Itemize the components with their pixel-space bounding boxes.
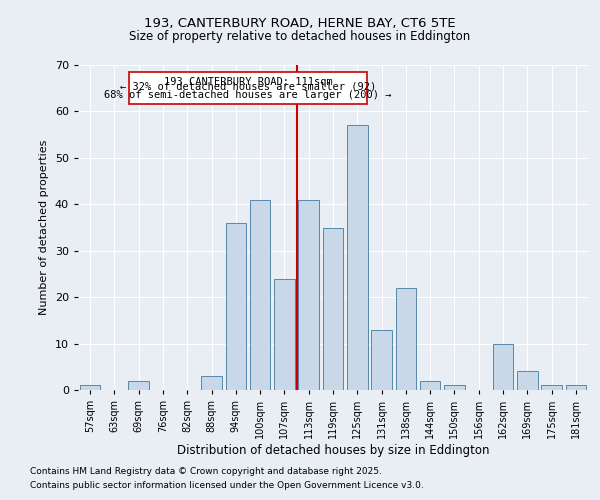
- Bar: [226, 223, 246, 390]
- Bar: [298, 200, 319, 390]
- Bar: [128, 380, 149, 390]
- Bar: [493, 344, 514, 390]
- Bar: [541, 386, 562, 390]
- Bar: [420, 380, 440, 390]
- Bar: [80, 386, 100, 390]
- Text: Size of property relative to detached houses in Eddington: Size of property relative to detached ho…: [130, 30, 470, 43]
- Bar: [347, 126, 368, 390]
- Text: Contains HM Land Registry data © Crown copyright and database right 2025.: Contains HM Land Registry data © Crown c…: [30, 467, 382, 476]
- Bar: [566, 386, 586, 390]
- Bar: [444, 386, 465, 390]
- Bar: [517, 372, 538, 390]
- Bar: [395, 288, 416, 390]
- X-axis label: Distribution of detached houses by size in Eddington: Distribution of detached houses by size …: [177, 444, 489, 457]
- Y-axis label: Number of detached properties: Number of detached properties: [39, 140, 49, 315]
- Text: ← 32% of detached houses are smaller (92): ← 32% of detached houses are smaller (92…: [120, 82, 376, 92]
- Text: 193, CANTERBURY ROAD, HERNE BAY, CT6 5TE: 193, CANTERBURY ROAD, HERNE BAY, CT6 5TE: [144, 18, 456, 30]
- Text: Contains public sector information licensed under the Open Government Licence v3: Contains public sector information licen…: [30, 481, 424, 490]
- Bar: [371, 330, 392, 390]
- Bar: [201, 376, 222, 390]
- Bar: [274, 278, 295, 390]
- Bar: [323, 228, 343, 390]
- Text: 193 CANTERBURY ROAD: 111sqm: 193 CANTERBURY ROAD: 111sqm: [164, 76, 332, 86]
- Bar: [129, 72, 367, 104]
- Text: 68% of semi-detached houses are larger (200) →: 68% of semi-detached houses are larger (…: [104, 90, 392, 100]
- Bar: [250, 200, 271, 390]
